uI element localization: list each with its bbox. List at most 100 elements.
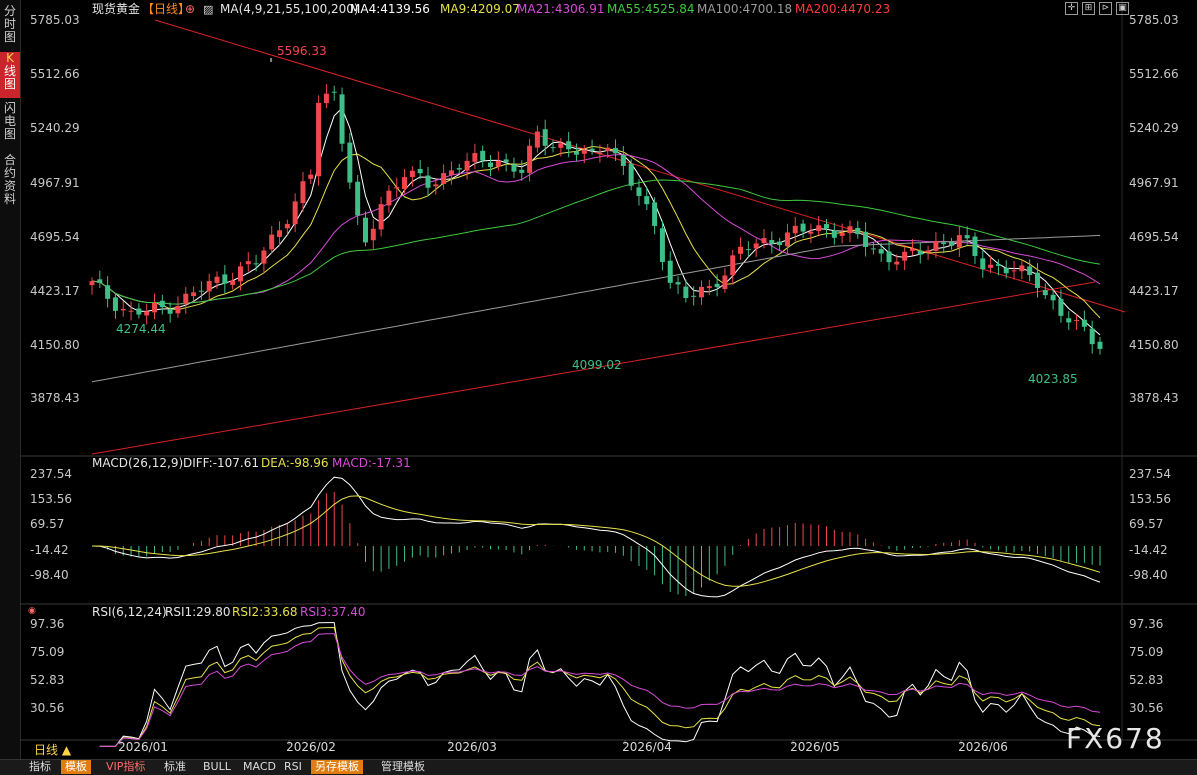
candle-body — [144, 311, 150, 316]
candle-body — [870, 248, 876, 250]
candle-body — [964, 235, 970, 239]
toolbar-button-4[interactable]: BULL — [203, 760, 231, 773]
candle-body — [214, 276, 220, 283]
candle-body — [519, 169, 525, 173]
ma-value-5: MA200:4470.23 — [795, 2, 890, 16]
zoom-icon[interactable]: ⊞ — [1082, 2, 1095, 15]
candle-body — [1011, 270, 1017, 272]
candle-body — [761, 238, 767, 244]
candle-body — [1066, 318, 1072, 323]
price-axis-right-1: 5512.66 — [1129, 67, 1179, 81]
rsi-axis-right-3: 30.56 — [1129, 701, 1163, 715]
candle-body — [667, 260, 673, 283]
period-selector[interactable]: 日线 ▲ — [34, 743, 72, 757]
forward-icon[interactable]: ⊳ — [1099, 2, 1112, 15]
candle-body — [175, 305, 181, 314]
candle-body — [245, 261, 251, 265]
ma100-line — [91, 234, 1101, 383]
left-tab-2[interactable]: 闪电图 — [3, 101, 16, 141]
candle-body — [480, 150, 486, 161]
toolbar-button-5[interactable]: MACD — [243, 760, 276, 773]
candle-body — [89, 281, 95, 286]
candle-body — [347, 142, 353, 183]
x-axis-label-4: 2026/05 — [790, 740, 840, 754]
left-tab-3[interactable]: 合约资料 — [3, 153, 16, 206]
candle-body — [730, 255, 736, 276]
price-axis-left-2: 5240.29 — [30, 121, 80, 135]
crosshair-icon[interactable]: ✛ — [1065, 2, 1078, 15]
candle-body — [230, 280, 236, 285]
candle-body — [206, 281, 212, 292]
candle-body — [956, 235, 962, 248]
candle-body — [784, 232, 790, 247]
candle-body — [136, 308, 142, 315]
candle-body — [253, 263, 259, 265]
candle-body — [636, 187, 642, 196]
candle-body — [237, 266, 243, 282]
candle-body — [152, 303, 158, 313]
candle-body — [949, 241, 955, 246]
price-axis-left-1: 5512.66 — [30, 67, 80, 81]
candle-body — [605, 147, 611, 152]
candle-body — [925, 250, 931, 253]
candle-body — [738, 246, 744, 254]
price-axis-right-7: 3878.43 — [1129, 391, 1179, 405]
candle-body — [808, 231, 814, 234]
toolbar-button-8[interactable]: 管理模板 — [381, 760, 425, 773]
candle-body — [1081, 319, 1087, 327]
macd-axis-left-0: 237.54 — [30, 467, 72, 481]
macd-axis-left-4: -98.40 — [30, 568, 69, 582]
candle-body — [394, 187, 400, 189]
candle-body — [277, 230, 283, 237]
candle-body — [566, 141, 572, 150]
macd-diff: DIFF:-107.61 — [183, 456, 259, 470]
toolbar-button-7[interactable]: 另存模板 — [311, 760, 363, 774]
ma21-line — [91, 154, 1101, 305]
candle-body — [441, 173, 447, 184]
candle-body — [972, 236, 978, 257]
candle-body — [386, 190, 392, 206]
candle-body — [456, 168, 462, 170]
candle-body — [714, 283, 720, 288]
candle-body — [1003, 267, 1009, 274]
candle-body — [558, 143, 564, 148]
candle-body — [933, 241, 939, 251]
candle-body — [292, 201, 298, 225]
price-axis-right-3: 4967.91 — [1129, 176, 1179, 190]
rsi-axis-left-2: 52.83 — [30, 673, 64, 687]
ma9-line — [91, 145, 1101, 319]
left-tab-0[interactable]: 分时图 — [3, 4, 16, 44]
candle-body — [448, 170, 454, 176]
macd-axis-left-3: -14.42 — [30, 543, 69, 557]
rsi-axis-left-1: 75.09 — [30, 645, 64, 659]
price-axis-right-0: 5785.03 — [1129, 13, 1179, 27]
toolbar-button-3[interactable]: 标准 — [164, 760, 186, 773]
restore-icon[interactable]: ▣ — [1116, 2, 1129, 15]
candle-body — [370, 228, 376, 241]
candles[interactable] — [89, 84, 1103, 355]
candle-body — [167, 309, 173, 314]
macd-axis-left-2: 69.57 — [30, 517, 64, 531]
trendline-descending — [154, 19, 1126, 313]
rsi3-line — [99, 633, 1101, 747]
toolbar-button-6[interactable]: RSI — [284, 760, 302, 773]
candle-body — [831, 230, 837, 238]
toolbar-button-2[interactable]: VIP指标 — [106, 760, 146, 773]
price-axis-left-0: 5785.03 — [30, 13, 80, 27]
ma-title: MA(4,9,21,55,100,200) — [220, 2, 359, 16]
toolbar-button-1[interactable]: 模板 — [61, 760, 91, 774]
macd-axis-right-4: -98.40 — [1129, 568, 1168, 582]
candle-body — [644, 196, 650, 205]
toolbar-button-0[interactable]: 指标 — [29, 760, 51, 773]
candle-body — [1089, 328, 1095, 345]
candle-body — [902, 251, 908, 261]
rsi-title: RSI(6,12,24) — [92, 605, 167, 619]
candle-body — [495, 160, 501, 167]
candle-body — [816, 225, 822, 232]
rsi-axis-right-1: 75.09 — [1129, 645, 1163, 659]
candle-body — [433, 184, 439, 187]
macd-diff-line — [91, 476, 1101, 598]
candle-body — [941, 242, 947, 245]
